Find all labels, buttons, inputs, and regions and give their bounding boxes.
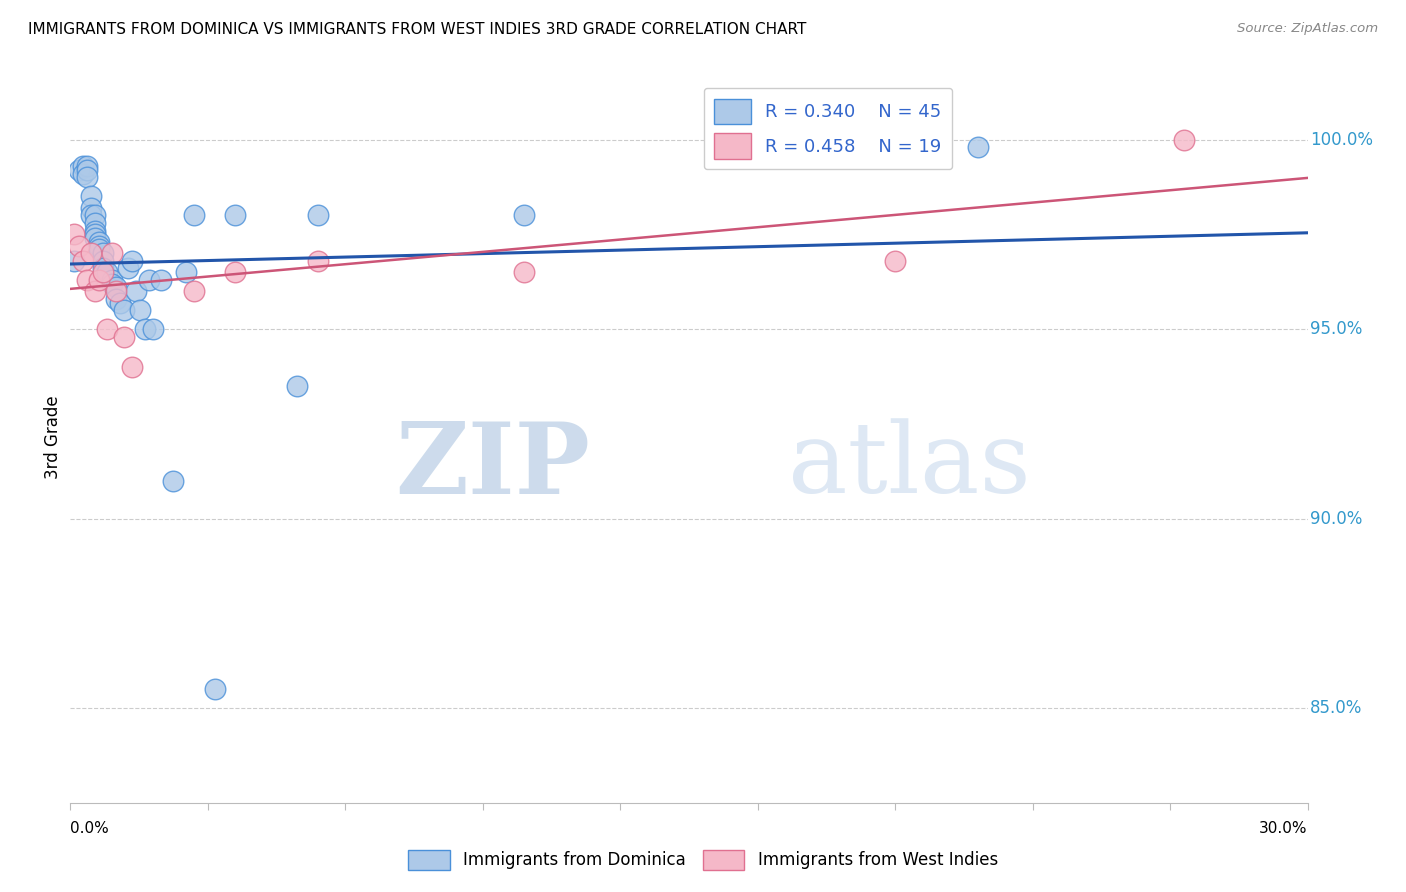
Point [966, 140, 988, 154]
Point [84, 208, 107, 222]
Point [84, 223, 107, 237]
Text: 30.0%: 30.0% [1260, 821, 1308, 836]
Point [307, 208, 329, 222]
Point [884, 253, 907, 268]
Text: ZIP: ZIP [395, 417, 591, 515]
Point [72, 167, 94, 181]
Text: 95.0%: 95.0% [1310, 320, 1362, 338]
Point [121, 253, 143, 268]
Text: 0.0%: 0.0% [70, 821, 110, 836]
Point [67, 238, 90, 252]
Point [104, 292, 127, 306]
Point [125, 284, 148, 298]
Point [285, 379, 308, 393]
Point [134, 322, 156, 336]
Point [80, 246, 103, 260]
Point [76, 162, 98, 177]
Point [72, 253, 94, 268]
Text: 90.0%: 90.0% [1310, 509, 1362, 527]
Text: 85.0%: 85.0% [1310, 699, 1362, 717]
Point [84, 231, 107, 245]
Point [63, 253, 86, 268]
Point [76, 159, 98, 173]
Point [84, 216, 107, 230]
Point [91, 261, 114, 276]
Point [307, 253, 329, 268]
Point [174, 265, 197, 279]
Point [63, 227, 86, 242]
Point [67, 162, 90, 177]
Legend: R = 0.340    N = 45, R = 0.458    N = 19: R = 0.340 N = 45, R = 0.458 N = 19 [703, 87, 952, 169]
Point [224, 208, 246, 222]
Text: IMMIGRANTS FROM DOMINICA VS IMMIGRANTS FROM WEST INDIES 3RD GRADE CORRELATION CH: IMMIGRANTS FROM DOMINICA VS IMMIGRANTS F… [28, 22, 807, 37]
Point [117, 261, 139, 276]
Point [112, 329, 135, 343]
Point [104, 284, 127, 298]
Point [76, 273, 98, 287]
Text: atlas: atlas [787, 418, 1031, 514]
Point [513, 208, 536, 222]
Point [96, 265, 118, 279]
Point [89, 273, 111, 287]
Point [89, 238, 111, 252]
Point [80, 201, 103, 215]
Point [91, 246, 114, 260]
Legend: Immigrants from Dominica, Immigrants from West Indies: Immigrants from Dominica, Immigrants fro… [402, 843, 1004, 877]
Point [121, 359, 143, 374]
Point [513, 265, 536, 279]
Point [80, 189, 103, 203]
Point [129, 303, 152, 318]
Point [150, 273, 173, 287]
Point [100, 273, 122, 287]
Point [183, 284, 205, 298]
Point [72, 159, 94, 173]
Point [108, 295, 131, 310]
Point [76, 170, 98, 185]
Point [89, 235, 111, 249]
Point [104, 280, 127, 294]
Point [100, 246, 122, 260]
Point [84, 227, 107, 242]
Point [91, 265, 114, 279]
Text: Source: ZipAtlas.com: Source: ZipAtlas.com [1237, 22, 1378, 36]
Point [204, 682, 226, 697]
Point [91, 253, 114, 268]
Point [96, 322, 118, 336]
Point [138, 273, 160, 287]
Y-axis label: 3rd Grade: 3rd Grade [44, 395, 62, 479]
Point [162, 474, 184, 488]
Point [112, 303, 135, 318]
Point [100, 277, 122, 291]
Point [183, 208, 205, 222]
Point [89, 243, 111, 257]
Point [224, 265, 246, 279]
Point [80, 208, 103, 222]
Point [84, 284, 107, 298]
Text: 100.0%: 100.0% [1310, 130, 1374, 149]
Point [142, 322, 165, 336]
Point [1173, 132, 1195, 146]
